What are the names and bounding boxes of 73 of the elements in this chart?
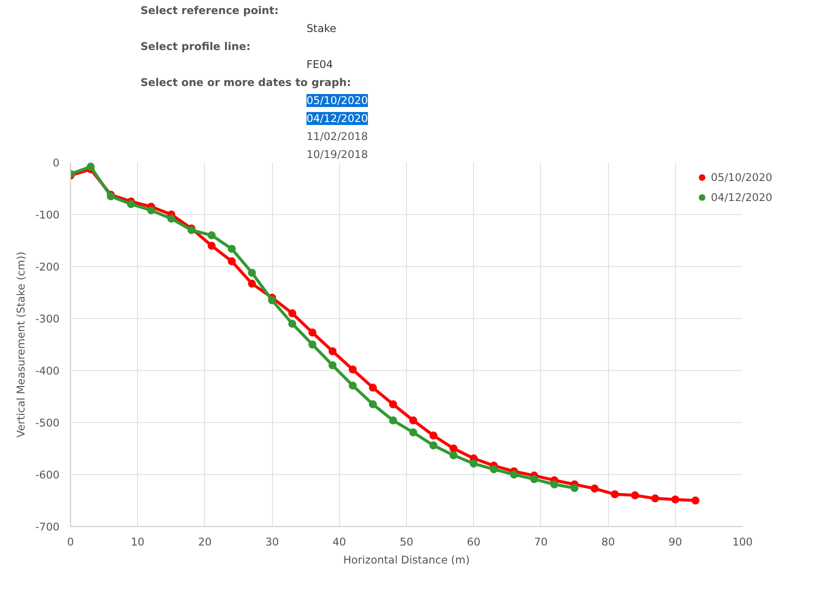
x-tick-label: 50 (400, 536, 414, 548)
point (126, 200, 135, 208)
y-axis-title: Vertical Measurement (Stake (cm)) (14, 252, 28, 438)
x-tick-label: 40 (332, 536, 346, 548)
point (691, 496, 700, 504)
point (490, 465, 498, 474)
point (348, 365, 357, 374)
text: 05/10/2020 (306, 94, 368, 107)
point (368, 384, 377, 392)
y-tick-label: -600 (35, 468, 60, 482)
point (671, 495, 680, 504)
point (570, 484, 578, 492)
point (308, 340, 316, 348)
point (167, 214, 176, 223)
point (651, 494, 660, 502)
y-tick-label: -700 (35, 520, 60, 534)
y-tick-label: 0 (52, 156, 60, 170)
point (308, 328, 316, 337)
point (389, 400, 398, 408)
text: 11/02/2018 (306, 130, 368, 143)
point (86, 162, 95, 171)
point (208, 242, 216, 250)
text: Select reference point: (140, 4, 279, 17)
point (268, 296, 276, 304)
x-tick-label: 0 (67, 536, 74, 548)
text: Stake (306, 22, 336, 35)
point (328, 347, 337, 356)
x-tick-label: 20 (198, 536, 212, 548)
text: FE04 (306, 58, 334, 71)
point (630, 491, 639, 500)
x-tick-label: 10 (130, 536, 145, 548)
text: Select one or more dates to graph: (140, 76, 352, 89)
text: 10/19/2018 (306, 148, 368, 161)
point (409, 428, 418, 436)
x-tick-label: 30 (265, 536, 280, 548)
point (409, 416, 418, 424)
point (368, 400, 377, 408)
point (288, 320, 296, 328)
legend-label: 04/12/2020 (710, 190, 772, 204)
point (510, 470, 518, 478)
point (470, 460, 478, 468)
point (450, 444, 458, 452)
point (429, 441, 438, 450)
point (530, 475, 538, 484)
point (429, 432, 438, 440)
x-tick-label: 80 (601, 536, 616, 548)
point (147, 206, 156, 214)
x-axis-title: Horizontal Distance (m) (343, 554, 470, 566)
point (450, 451, 458, 460)
text: 04/12/2020 (306, 112, 368, 125)
point (228, 257, 236, 266)
point (248, 280, 256, 288)
y-tick-label: -400 (35, 364, 60, 378)
legend-label: 05/10/2020 (710, 170, 772, 184)
point (348, 382, 357, 390)
y-tick-label: -500 (35, 416, 60, 430)
y-tick-label: -200 (35, 260, 60, 274)
point (590, 484, 599, 493)
point (328, 361, 337, 370)
point (208, 231, 216, 240)
point (228, 244, 236, 253)
x-tick-label: 60 (466, 536, 481, 548)
text: Select profile line: (140, 40, 250, 53)
point (550, 480, 558, 488)
point (389, 416, 398, 424)
x-tick-label: 70 (534, 536, 548, 548)
x-tick-label: 90 (668, 536, 682, 548)
point (248, 268, 256, 277)
point (288, 309, 296, 318)
y-tick-label: -100 (35, 208, 60, 222)
y-tick-label: -300 (35, 312, 60, 326)
point (610, 490, 619, 498)
x-tick-label: 100 (732, 536, 753, 548)
